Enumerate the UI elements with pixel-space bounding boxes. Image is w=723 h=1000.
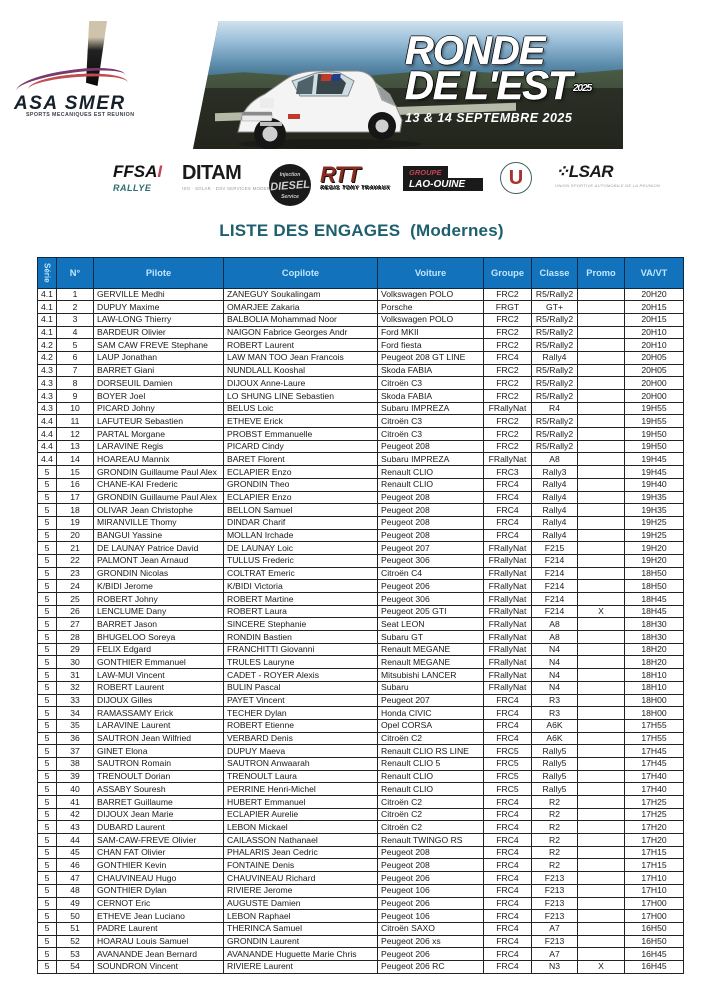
svg-text:Injection: Injection: [280, 172, 301, 178]
svg-text:Service: Service: [281, 194, 299, 200]
